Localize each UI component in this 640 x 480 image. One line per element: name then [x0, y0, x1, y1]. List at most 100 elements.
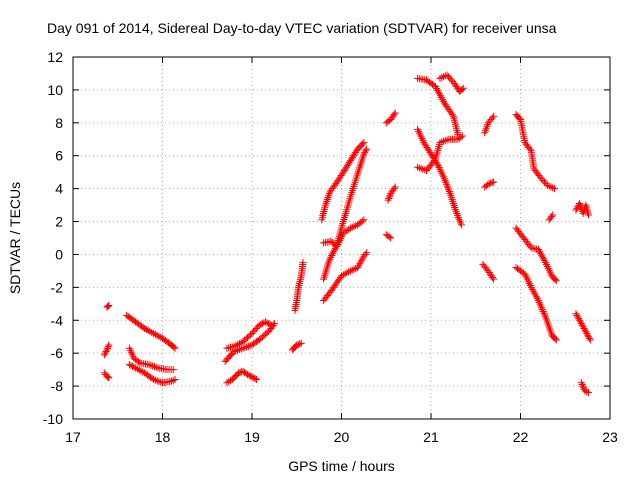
data-point	[584, 331, 592, 339]
data-point	[328, 252, 336, 260]
x-tick-label: 18	[155, 429, 171, 445]
data-point	[541, 311, 549, 319]
data-point	[572, 310, 580, 318]
data-point	[582, 328, 590, 336]
data-point	[329, 250, 337, 258]
data-point	[146, 327, 154, 335]
x-tick-label: 17	[65, 429, 81, 445]
data-point	[235, 340, 243, 348]
data-point	[421, 166, 429, 174]
data-point	[459, 84, 467, 92]
data-point	[414, 163, 422, 171]
data-segment	[318, 139, 368, 224]
data-point	[448, 111, 456, 119]
data-segment	[512, 264, 560, 344]
data-point	[583, 329, 591, 337]
data-point	[104, 344, 112, 352]
data-point	[440, 175, 448, 183]
data-point	[549, 211, 557, 219]
y-tick-label: -2	[51, 279, 64, 295]
data-point	[385, 193, 393, 201]
data-point	[431, 83, 439, 91]
data-point	[251, 326, 259, 334]
data-point	[169, 366, 177, 374]
data-point	[235, 346, 243, 354]
data-point	[252, 325, 260, 332]
data-point	[442, 178, 450, 186]
data-point	[135, 358, 143, 366]
data-point	[575, 315, 583, 323]
data-point	[325, 257, 333, 265]
data-segment	[479, 260, 498, 283]
data-point	[297, 339, 305, 347]
data-point	[329, 248, 337, 256]
data-point	[576, 318, 584, 326]
data-point	[257, 320, 265, 328]
data-point	[358, 217, 366, 225]
data-segment	[223, 318, 276, 352]
data-point	[390, 111, 398, 119]
data-point	[244, 371, 252, 379]
x-axis-label: GPS time / hours	[288, 458, 395, 474]
data-point	[488, 114, 496, 122]
x-tick-label: 23	[602, 429, 618, 445]
data-point	[457, 221, 465, 229]
data-point	[443, 182, 451, 190]
data-point	[155, 332, 163, 340]
data-segment	[384, 183, 399, 204]
data-point	[580, 384, 588, 392]
data-point	[343, 269, 351, 277]
data-point	[539, 307, 547, 315]
data-point	[436, 74, 444, 82]
data-point	[538, 175, 546, 183]
data-point	[249, 328, 257, 336]
axis-ticks	[72, 56, 611, 420]
data-point	[103, 303, 111, 311]
data-point	[445, 188, 453, 196]
data-segment	[125, 361, 179, 387]
data-point	[339, 271, 347, 279]
data-point	[488, 179, 496, 187]
data-point	[585, 334, 593, 342]
data-point	[248, 329, 256, 337]
data-point	[152, 363, 160, 371]
data-point	[153, 377, 161, 385]
data-point	[515, 114, 523, 122]
data-segment	[221, 320, 278, 365]
data-point	[458, 132, 466, 140]
data-point	[338, 272, 345, 280]
data-point	[330, 246, 338, 254]
data-point	[361, 250, 369, 258]
data-point	[348, 266, 356, 274]
data-point	[293, 341, 301, 349]
data-segment	[125, 344, 177, 374]
x-tick-label: 21	[423, 429, 439, 445]
data-point	[151, 376, 159, 384]
data-point	[458, 85, 466, 93]
data-point	[105, 374, 113, 382]
data-point	[225, 378, 233, 386]
data-point	[433, 86, 441, 94]
data-point	[457, 133, 465, 141]
data-point	[578, 380, 586, 388]
data-point	[244, 342, 252, 350]
data-point	[586, 336, 594, 344]
data-point	[573, 204, 581, 212]
y-tick-label: -6	[51, 345, 64, 361]
x-tick-label: 19	[244, 429, 260, 445]
data-point	[247, 372, 255, 380]
data-point	[261, 318, 269, 326]
data-point	[248, 373, 256, 381]
data-point	[241, 344, 249, 352]
data-point	[437, 94, 445, 102]
data-point	[585, 211, 593, 219]
data-point	[170, 343, 178, 351]
data-point	[446, 74, 454, 82]
data-segment	[382, 231, 395, 242]
data-point	[577, 320, 585, 328]
data-point	[148, 328, 156, 336]
data-segment	[436, 71, 467, 96]
data-point	[443, 71, 451, 79]
data-point	[537, 302, 545, 310]
data-point	[578, 321, 586, 329]
